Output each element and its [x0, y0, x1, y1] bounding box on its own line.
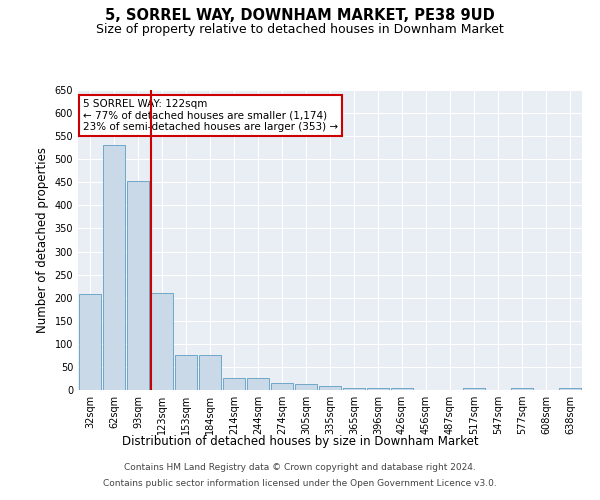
- Bar: [247, 378, 269, 390]
- Bar: [559, 388, 581, 390]
- Bar: [103, 146, 125, 390]
- Text: 5, SORREL WAY, DOWNHAM MARKET, PE38 9UD: 5, SORREL WAY, DOWNHAM MARKET, PE38 9UD: [105, 8, 495, 22]
- Text: Contains public sector information licensed under the Open Government Licence v3: Contains public sector information licen…: [103, 478, 497, 488]
- Bar: [79, 294, 101, 390]
- Bar: [199, 355, 221, 390]
- Text: Size of property relative to detached houses in Downham Market: Size of property relative to detached ho…: [96, 22, 504, 36]
- Bar: [151, 292, 173, 390]
- Bar: [127, 182, 149, 390]
- Bar: [295, 384, 317, 390]
- Text: 5 SORREL WAY: 122sqm
← 77% of detached houses are smaller (1,174)
23% of semi-de: 5 SORREL WAY: 122sqm ← 77% of detached h…: [83, 99, 338, 132]
- Bar: [463, 388, 485, 390]
- Bar: [271, 383, 293, 390]
- Bar: [367, 388, 389, 390]
- Bar: [223, 378, 245, 390]
- Bar: [319, 386, 341, 390]
- Bar: [511, 388, 533, 390]
- Y-axis label: Number of detached properties: Number of detached properties: [36, 147, 49, 333]
- Bar: [175, 355, 197, 390]
- Text: Contains HM Land Registry data © Crown copyright and database right 2024.: Contains HM Land Registry data © Crown c…: [124, 464, 476, 472]
- Bar: [391, 388, 413, 390]
- Bar: [343, 388, 365, 390]
- Text: Distribution of detached houses by size in Downham Market: Distribution of detached houses by size …: [122, 435, 478, 448]
